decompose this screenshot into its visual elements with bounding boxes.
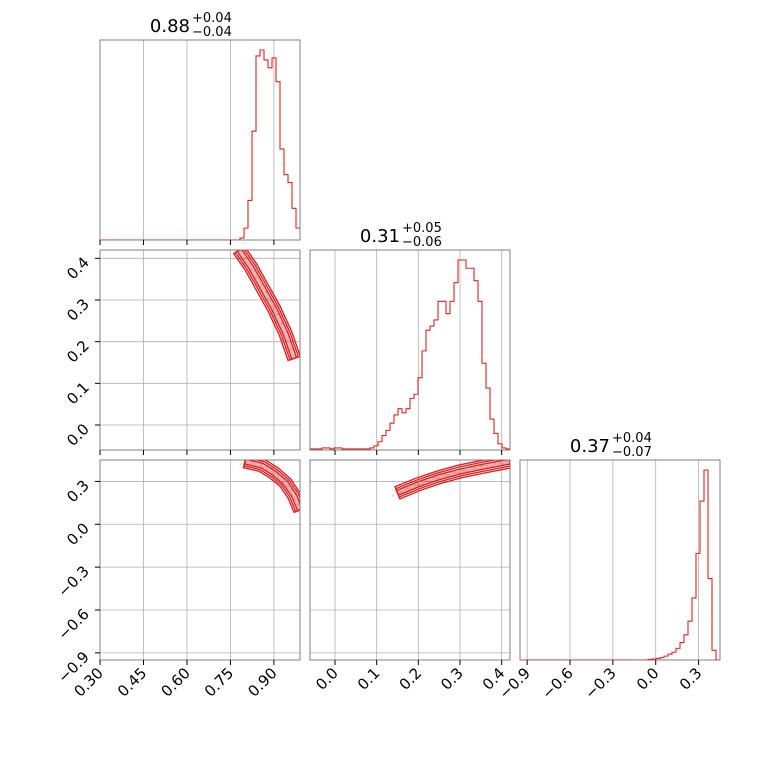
scatter-point — [252, 462, 256, 465]
panel-2-0 — [99, 459, 301, 661]
scatter-point — [239, 462, 242, 466]
title-upper-error: +0.04 — [612, 431, 652, 446]
title-lower-error: −0.04 — [192, 25, 232, 40]
scatter-point — [397, 490, 401, 494]
y-tick-label: 0.3 — [63, 477, 93, 507]
x-tick-label: 0.45 — [114, 664, 150, 700]
scatter-point — [275, 313, 279, 316]
scatter-point — [428, 479, 432, 483]
contour-level — [243, 460, 300, 513]
x-tick-label: 0.1 — [354, 664, 384, 694]
parameter-title-1: 0.31 — [360, 226, 400, 247]
panel-1-1 — [309, 249, 511, 451]
scatter-point — [404, 487, 407, 491]
scatter-point — [481, 464, 485, 468]
x-tick-label: 0.90 — [244, 664, 280, 700]
panel-frame — [309, 249, 511, 451]
scatter-point — [472, 466, 476, 470]
y-tick-label: 0.1 — [63, 378, 93, 408]
scatter-point — [406, 487, 410, 490]
scatter-point — [446, 473, 450, 477]
panel-frame — [99, 249, 301, 451]
scatter-point — [437, 476, 441, 480]
histogram-1 — [310, 259, 510, 450]
scatter-point — [271, 470, 274, 474]
scatter-point — [409, 486, 412, 490]
x-tick-label: 0.0 — [633, 664, 663, 694]
scatter-point — [259, 463, 263, 467]
contour-level — [395, 460, 510, 497]
y-tick-label: 0.2 — [63, 337, 93, 367]
scatter-point — [485, 464, 489, 468]
panel-2-1 — [309, 459, 511, 661]
x-tick-label: 0.2 — [396, 664, 426, 694]
y-tick-label: −0.3 — [54, 562, 92, 600]
panel-frame — [99, 39, 301, 241]
panel-1-0 — [99, 249, 301, 451]
panel-frame — [309, 459, 511, 661]
parameter-title-0: 0.88 — [150, 16, 190, 37]
scatter-point — [417, 483, 421, 486]
histogram-2 — [520, 469, 720, 660]
parameter-title-2: 0.37 — [570, 436, 610, 457]
scatter-point — [296, 503, 300, 507]
panel-2-2 — [519, 459, 721, 661]
scatter-point — [443, 473, 447, 477]
scatter-point — [504, 460, 508, 463]
title-upper-error: +0.04 — [192, 11, 232, 26]
x-tick-label: 0.3 — [437, 664, 467, 694]
panel-frame — [99, 459, 301, 661]
scatter-point — [259, 283, 263, 287]
scatter-point — [391, 494, 395, 497]
y-tick-label: 0.3 — [63, 295, 93, 325]
x-tick-label: 0.60 — [157, 664, 193, 700]
x-tick-label: 0.0 — [312, 664, 342, 694]
x-tick-label: 0.3 — [676, 664, 706, 694]
x-tick-label: 0.75 — [201, 664, 237, 700]
scatter-point — [455, 471, 458, 475]
contour-level — [232, 250, 300, 362]
x-tick-label: −0.3 — [581, 664, 619, 702]
y-tick-label: 0.0 — [63, 420, 93, 450]
scatter-point — [412, 483, 416, 487]
scatter-point — [301, 503, 304, 506]
scatter-point — [475, 467, 478, 471]
scatter-point — [426, 479, 430, 483]
scatter-point — [463, 468, 467, 472]
scatter-point — [435, 476, 438, 480]
y-tick-label: −0.6 — [54, 605, 92, 643]
panel-0-0 — [99, 39, 301, 241]
contour-level — [243, 460, 300, 512]
scatter-point — [400, 490, 404, 494]
contour-level — [394, 460, 510, 498]
scatter-point — [423, 480, 427, 483]
scatter-point — [497, 462, 501, 465]
scatter-point — [289, 347, 293, 351]
scatter-point — [432, 476, 436, 480]
title-lower-error: −0.07 — [612, 445, 652, 460]
scatter-point — [415, 483, 419, 487]
contour-level — [242, 460, 300, 514]
scatter-point — [243, 256, 247, 260]
contour-0-2 — [239, 460, 304, 514]
x-tick-label: −0.6 — [538, 664, 576, 702]
y-tick-label: 0.0 — [63, 519, 93, 549]
scatter-point — [286, 484, 290, 488]
title-upper-error: +0.05 — [402, 221, 442, 236]
title-lower-error: −0.06 — [402, 235, 442, 250]
contour-1-2 — [391, 460, 510, 500]
y-tick-label: 0.4 — [63, 253, 93, 283]
panel-frame — [519, 459, 721, 661]
contour-0-1 — [232, 250, 300, 362]
scatter-point — [452, 471, 456, 474]
contour-level — [394, 460, 510, 500]
histogram-0 — [100, 49, 300, 240]
